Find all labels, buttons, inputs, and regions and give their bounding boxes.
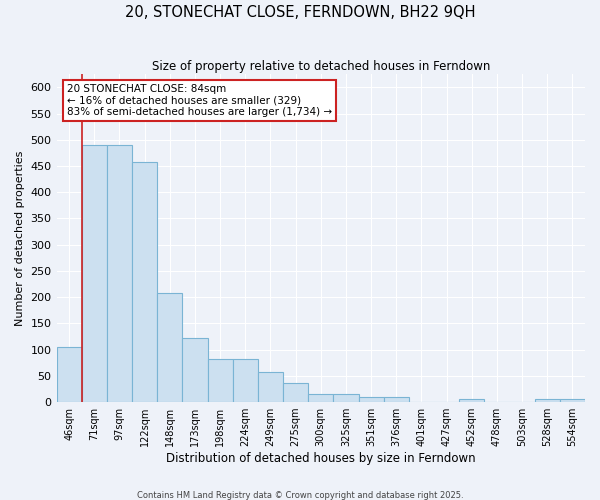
Bar bbox=[208, 359, 233, 402]
Bar bbox=[82, 145, 107, 402]
Bar bbox=[157, 294, 182, 402]
Text: 20, STONECHAT CLOSE, FERNDOWN, BH22 9QH: 20, STONECHAT CLOSE, FERNDOWN, BH22 9QH bbox=[125, 5, 475, 20]
Bar bbox=[283, 382, 308, 402]
Bar bbox=[182, 338, 208, 402]
Bar bbox=[334, 394, 359, 402]
Bar bbox=[233, 359, 258, 402]
Y-axis label: Number of detached properties: Number of detached properties bbox=[15, 150, 25, 326]
Bar bbox=[132, 162, 157, 402]
Text: 20 STONECHAT CLOSE: 84sqm
← 16% of detached houses are smaller (329)
83% of semi: 20 STONECHAT CLOSE: 84sqm ← 16% of detac… bbox=[67, 84, 332, 117]
Bar bbox=[258, 372, 283, 402]
Bar bbox=[459, 400, 484, 402]
Bar bbox=[535, 400, 560, 402]
Bar bbox=[107, 145, 132, 402]
Text: Contains HM Land Registry data © Crown copyright and database right 2025.: Contains HM Land Registry data © Crown c… bbox=[137, 490, 463, 500]
Bar bbox=[359, 397, 383, 402]
Bar bbox=[383, 397, 409, 402]
X-axis label: Distribution of detached houses by size in Ferndown: Distribution of detached houses by size … bbox=[166, 452, 476, 465]
Bar bbox=[308, 394, 334, 402]
Title: Size of property relative to detached houses in Ferndown: Size of property relative to detached ho… bbox=[152, 60, 490, 73]
Bar bbox=[560, 400, 585, 402]
Bar bbox=[56, 347, 82, 402]
